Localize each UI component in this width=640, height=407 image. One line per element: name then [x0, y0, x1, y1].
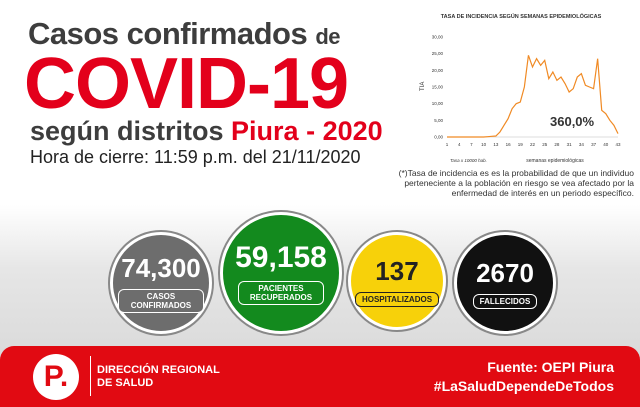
x-tick-label: 16 — [506, 142, 512, 147]
y-tick-label: 15,00 — [432, 85, 444, 90]
chart-title: TASA DE INCIDENCIA SEGÚN SEMANAS EPIDEMI… — [441, 12, 602, 20]
x-tick-label: 25 — [542, 142, 548, 147]
org-name: DIRECCIÓN REGIONAL DE SALUD — [97, 364, 220, 389]
footer: P. DIRECCIÓN REGIONAL DE SALUD Fuente: OE… — [0, 346, 640, 407]
title-line1: Casos confirmados de — [28, 16, 341, 51]
x-tick-label: 31 — [567, 142, 573, 147]
x-tick-label: 43 — [615, 142, 621, 147]
x-tick-label: 10 — [481, 142, 487, 147]
closing-time: Hora de cierre: 11:59 p.m. del 21/11/202… — [30, 147, 361, 167]
y-tick-label: 5,00 — [434, 118, 443, 123]
y-tick-label: 20,00 — [432, 68, 444, 73]
series-line — [447, 55, 619, 138]
stat-label: PACIENTES RECUPERADOS — [238, 281, 324, 305]
stat-value: 137 — [375, 255, 419, 286]
stat-value: 59,158 — [235, 241, 327, 274]
x-tick-label: 1 — [446, 142, 449, 147]
stat-deceased: 2670 FALLECIDOS — [454, 232, 556, 334]
stat-label: HOSPITALIZADOS — [354, 291, 440, 307]
x-tick-label: 4 — [458, 142, 461, 147]
incidence-note: (*)Tasa de incidencia es es la probabili… — [398, 168, 634, 198]
stat-confirmed: 74,300 CASOS CONFIRMADOS — [110, 232, 212, 334]
y-tick-label: 25,00 — [432, 51, 444, 56]
x-tick-label: 19 — [518, 142, 524, 147]
y-tick-label: 30,00 — [432, 35, 444, 40]
stat-label: CASOS CONFIRMADOS — [118, 289, 204, 313]
x-label: semanas epidemiológicas — [526, 158, 584, 164]
x-tick-label: 34 — [579, 142, 585, 147]
chart-svg: TASA DE INCIDENCIA SEGÚN SEMANAS EPIDEMI… — [420, 12, 621, 164]
stat-hospitalized: 137 HOSPITALIZADOS — [348, 232, 446, 330]
x-tick-label: 28 — [554, 142, 560, 147]
title-line3: según distritos Piura - 2020 — [30, 116, 383, 146]
y-tick-label: 10,00 — [432, 101, 444, 106]
divider — [90, 356, 91, 396]
x-tick-label: 40 — [603, 142, 609, 147]
title-covid: COVID-19 — [24, 44, 349, 124]
annotation: 360,0% — [550, 114, 595, 129]
stat-value: 74,300 — [121, 253, 201, 283]
stat-recovered: 59,158 PACIENTES RECUPERADOS — [220, 212, 342, 334]
x-tick-label: 22 — [530, 142, 536, 147]
stat-value: 2670 — [476, 257, 534, 288]
stat-label: FALLECIDOS — [472, 293, 538, 309]
rate-note: Tasa x 10000 hab. — [450, 158, 487, 163]
gobierno-regional-logo: P. — [33, 354, 79, 400]
source: Fuente: OEPI Piura #LaSaludDependeDeTodos — [433, 359, 614, 394]
y-tick-label: 0,00 — [434, 135, 443, 140]
incidence-chart: TASA DE INCIDENCIA SEGÚN SEMANAS EPIDEMI… — [410, 6, 632, 166]
x-tick-label: 37 — [591, 142, 597, 147]
x-tick-label: 7 — [470, 142, 473, 147]
x-tick-label: 13 — [493, 142, 499, 147]
y-label: TIA — [420, 82, 426, 91]
